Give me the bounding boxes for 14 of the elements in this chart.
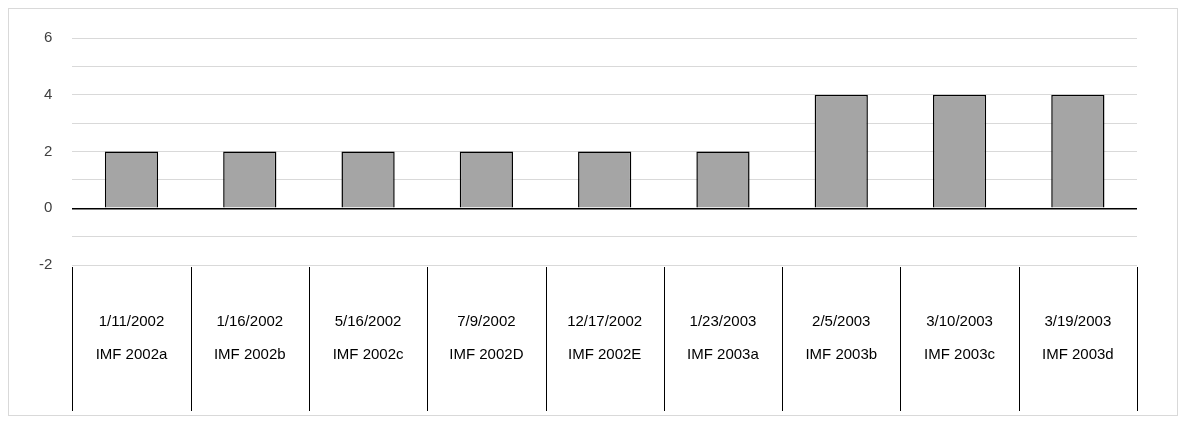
x-tick-label: 12/17/2002 IMF 2002E	[567, 311, 643, 362]
x-tick-label: 2/5/2003 IMF 2003b	[805, 311, 878, 362]
y-tick-label: 0	[43, 198, 53, 216]
x-tick-label: 3/19/2003 IMF 2003d	[1041, 311, 1114, 362]
y-tick-label: 2	[43, 141, 53, 159]
y-tick-label: 6	[43, 28, 53, 46]
x-tick-label: 3/10/2003 IMF 2003c	[924, 311, 996, 362]
y-tick-label: -2	[38, 255, 53, 273]
x-tick-label: 1/23/2003 IMF 2003a	[687, 311, 760, 362]
x-tick-label: 7/9/2002 IMF 2002D	[449, 311, 524, 362]
y-tick-label: 4	[43, 84, 53, 102]
x-tick-label: 1/11/2002 IMF 2002a	[95, 311, 168, 362]
x-tick-label: 5/16/2002 IMF 2002c	[332, 311, 404, 362]
x-tick-label: 1/16/2002 IMF 2002b	[213, 311, 286, 362]
